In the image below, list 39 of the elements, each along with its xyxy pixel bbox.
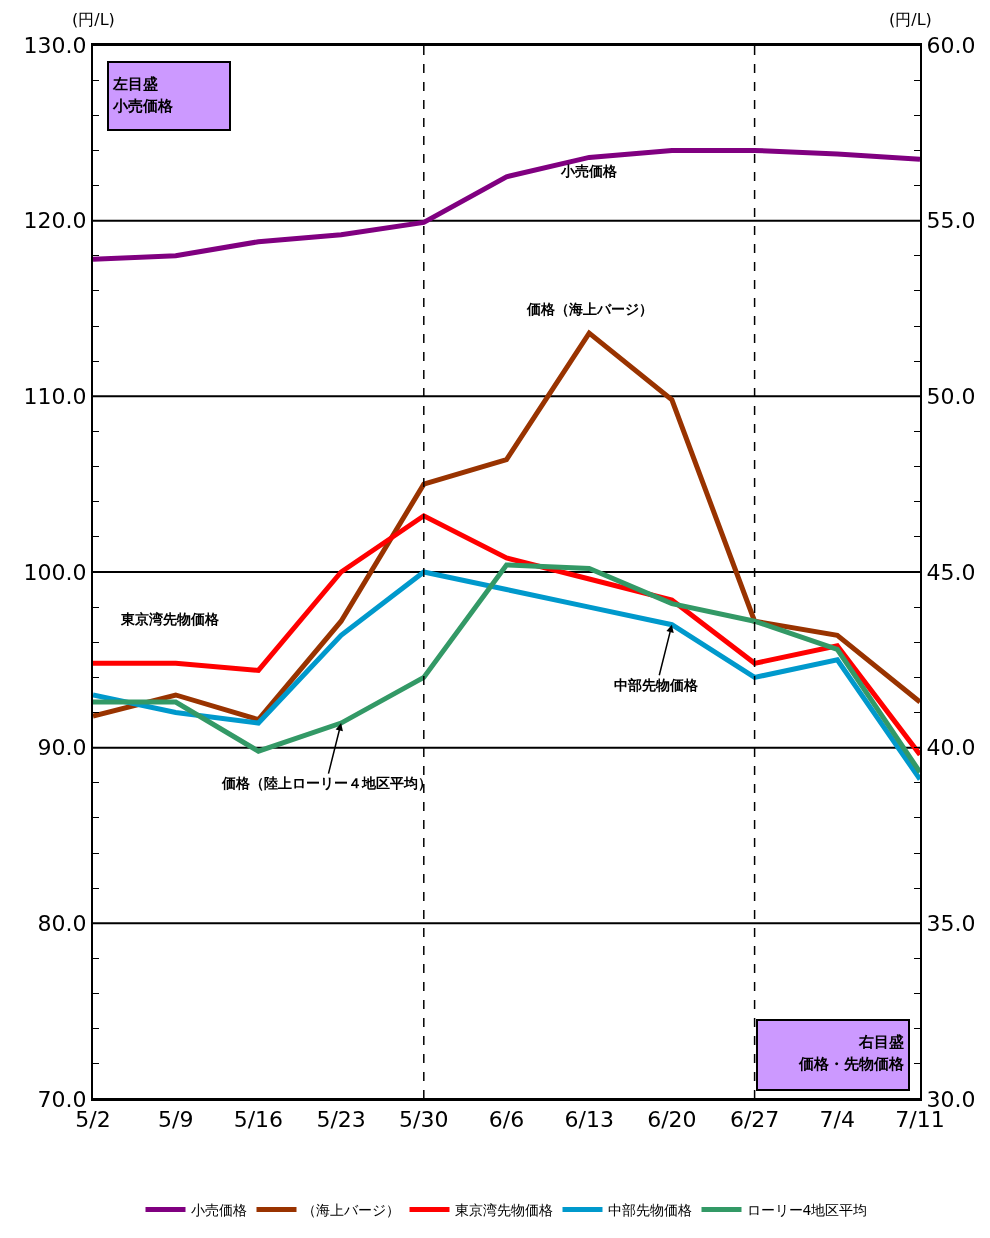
y2-tick-label: 45.0 xyxy=(926,559,976,585)
annotation: 右目盛 xyxy=(858,1032,904,1053)
y-tick-label: 110.0 xyxy=(23,384,87,410)
y-tick-label: 80.0 xyxy=(37,911,87,937)
x-tick-label: 6/13 xyxy=(564,1107,614,1133)
y-tick-label: 130.0 xyxy=(23,32,87,58)
annotation: 小売価格 xyxy=(113,96,174,117)
y-tick-label: 100.0 xyxy=(23,559,87,585)
annotation: 価格・先物価格 xyxy=(797,1054,904,1075)
y2-tick-label: 60.0 xyxy=(926,32,976,58)
annotation: 中部先物価格 xyxy=(614,677,699,693)
annotation: 小売価格 xyxy=(560,163,618,179)
legend-label: 中部先物価格 xyxy=(607,1201,692,1218)
annotation: 価格（陸上ローリー４地区平均） xyxy=(221,775,432,791)
y2-tick-label: 40.0 xyxy=(926,735,976,761)
legend-label: ローリー4地区平均 xyxy=(746,1201,868,1218)
x-tick-label: 6/6 xyxy=(488,1107,525,1133)
x-tick-label: 5/9 xyxy=(158,1107,194,1133)
x-tick-label: 5/23 xyxy=(316,1107,366,1133)
y2-axis-title: (円/L) xyxy=(889,10,932,29)
x-tick-label: 6/27 xyxy=(729,1107,780,1133)
legend-label: 小売価格 xyxy=(190,1201,247,1218)
annotation: 東京湾先物価格 xyxy=(120,611,220,627)
x-tick-label: 7/4 xyxy=(819,1107,855,1133)
left-scale-label-box: 左目盛 小売価格 xyxy=(107,61,231,131)
y-tick-label: 120.0 xyxy=(23,208,87,234)
annotation: 左目盛 xyxy=(113,74,159,95)
right-scale-label-box: 右目盛 価格・先物価格 xyxy=(756,1019,910,1091)
annotation: 価格（海上バージ） xyxy=(526,301,653,317)
x-tick-label: 5/16 xyxy=(233,1107,284,1133)
legend-label: （海上バージ） xyxy=(301,1201,400,1218)
y-axis-title: (円/L) xyxy=(72,10,115,29)
x-tick-label: 6/20 xyxy=(647,1107,697,1133)
y2-tick-label: 55.0 xyxy=(926,208,976,234)
y2-tick-label: 50.0 xyxy=(926,384,976,410)
x-tick-label: 5/30 xyxy=(399,1107,449,1133)
y-tick-label: 90.0 xyxy=(37,735,87,761)
y2-tick-label: 35.0 xyxy=(926,911,976,937)
legend-label: 東京湾先物価格 xyxy=(454,1201,553,1218)
